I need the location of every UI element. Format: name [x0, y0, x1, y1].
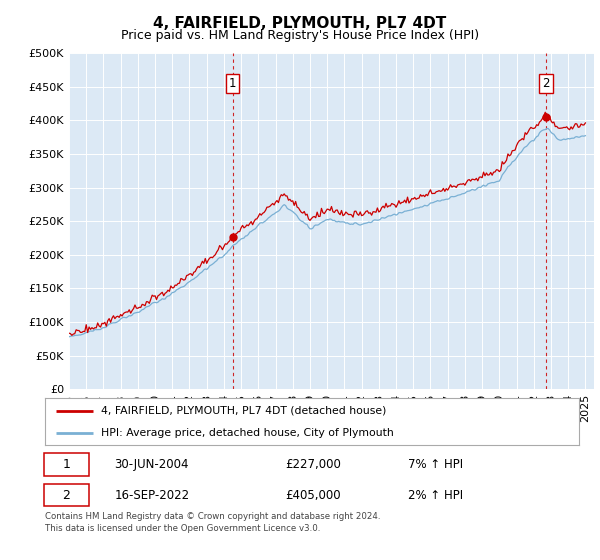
Text: 1: 1	[62, 458, 70, 471]
Text: 2: 2	[62, 488, 70, 502]
Text: Price paid vs. HM Land Registry's House Price Index (HPI): Price paid vs. HM Land Registry's House …	[121, 29, 479, 42]
Text: 2: 2	[542, 77, 550, 90]
FancyBboxPatch shape	[44, 484, 89, 506]
Text: 2% ↑ HPI: 2% ↑ HPI	[408, 488, 463, 502]
Text: 4, FAIRFIELD, PLYMOUTH, PL7 4DT (detached house): 4, FAIRFIELD, PLYMOUTH, PL7 4DT (detache…	[101, 406, 386, 416]
Text: £227,000: £227,000	[286, 458, 341, 471]
Text: 30-JUN-2004: 30-JUN-2004	[115, 458, 189, 471]
FancyBboxPatch shape	[44, 453, 89, 475]
Text: 4, FAIRFIELD, PLYMOUTH, PL7 4DT: 4, FAIRFIELD, PLYMOUTH, PL7 4DT	[154, 16, 446, 31]
Text: HPI: Average price, detached house, City of Plymouth: HPI: Average price, detached house, City…	[101, 428, 394, 438]
Text: Contains HM Land Registry data © Crown copyright and database right 2024.
This d: Contains HM Land Registry data © Crown c…	[45, 512, 380, 533]
Text: £405,000: £405,000	[286, 488, 341, 502]
Text: 7% ↑ HPI: 7% ↑ HPI	[408, 458, 463, 471]
Text: 1: 1	[229, 77, 236, 90]
Text: 16-SEP-2022: 16-SEP-2022	[115, 488, 190, 502]
